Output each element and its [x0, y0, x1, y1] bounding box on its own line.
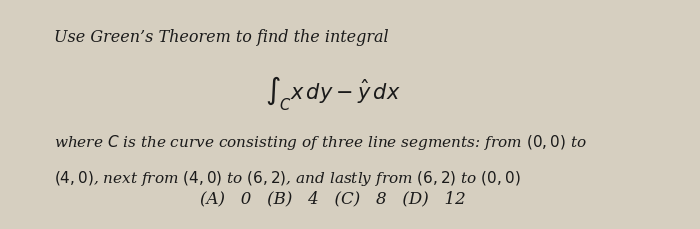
Text: $\int_C x\,dy - \hat{y}\,dx$: $\int_C x\,dy - \hat{y}\,dx$: [265, 74, 401, 113]
Text: Use Green’s Theorem to find the integral: Use Green’s Theorem to find the integral: [55, 29, 389, 46]
Text: (A)   0   (B)   4   (C)   8   (D)   12: (A) 0 (B) 4 (C) 8 (D) 12: [200, 190, 466, 207]
Text: $(4, 0)$, next from $(4, 0)$ to $(6, 2)$, and lastly from $(6, 2)$ to $(0, 0)$: $(4, 0)$, next from $(4, 0)$ to $(6, 2)$…: [55, 169, 522, 188]
Text: where $C$ is the curve consisting of three line segments: from $(0, 0)$ to: where $C$ is the curve consisting of thr…: [55, 133, 587, 152]
